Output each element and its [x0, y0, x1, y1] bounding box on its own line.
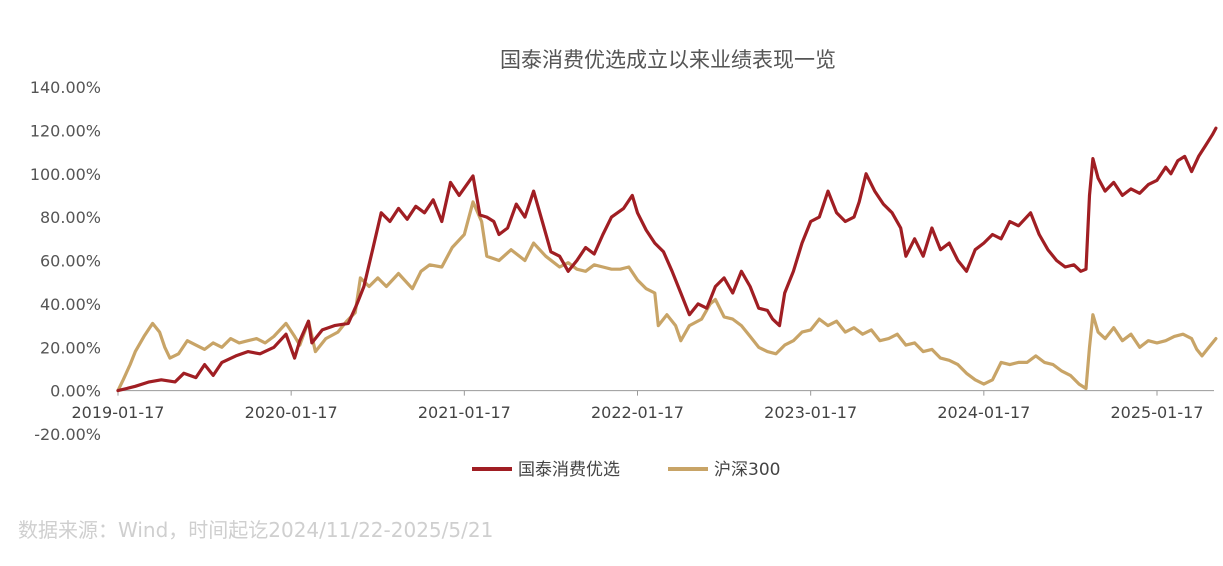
y-tick-label: 0.00% [50, 382, 101, 401]
legend-label-1: 沪深300 [714, 460, 780, 480]
y-tick-label: 80.00% [40, 208, 101, 227]
x-tick-label: 2021-01-17 [418, 403, 511, 422]
x-tick-label: 2025-01-17 [1111, 403, 1204, 422]
series-line-0 [116, 126, 1218, 393]
y-tick-label: 20.00% [40, 338, 101, 357]
y-tick-label: 120.00% [30, 121, 101, 140]
y-tick-label: 60.00% [40, 252, 101, 271]
y-axis: 140.00% 120.00% 100.00% 80.00% 60.00% 40.00% 2… [30, 78, 101, 444]
legend-label-0: 国泰消费优选 [518, 460, 620, 480]
y-tick-label: -20.00% [34, 425, 101, 444]
data-source-note: 数据来源：Wind，时间起讫2024/11/22-2025/5/21 [18, 518, 494, 542]
series-line-1 [116, 200, 1218, 393]
plot-lines [116, 126, 1218, 393]
x-tick-label: 2023-01-17 [764, 403, 857, 422]
legend: 国泰消费优选 沪深300 [472, 460, 780, 480]
y-tick-label: 100.00% [30, 165, 101, 184]
chart-title: 国泰消费优选成立以来业绩表现一览 [500, 48, 836, 72]
x-tick-label: 2024-01-17 [937, 403, 1030, 422]
y-tick-label: 140.00% [30, 78, 101, 97]
x-axis: 2019-01-17 2020-01-17 2021-01-17 2022-01-17… [72, 390, 1214, 422]
x-tick-label: 2020-01-17 [245, 403, 338, 422]
x-tick-label: 2019-01-17 [72, 403, 165, 422]
x-tick-label: 2022-01-17 [591, 403, 684, 422]
y-tick-label: 40.00% [40, 295, 101, 314]
